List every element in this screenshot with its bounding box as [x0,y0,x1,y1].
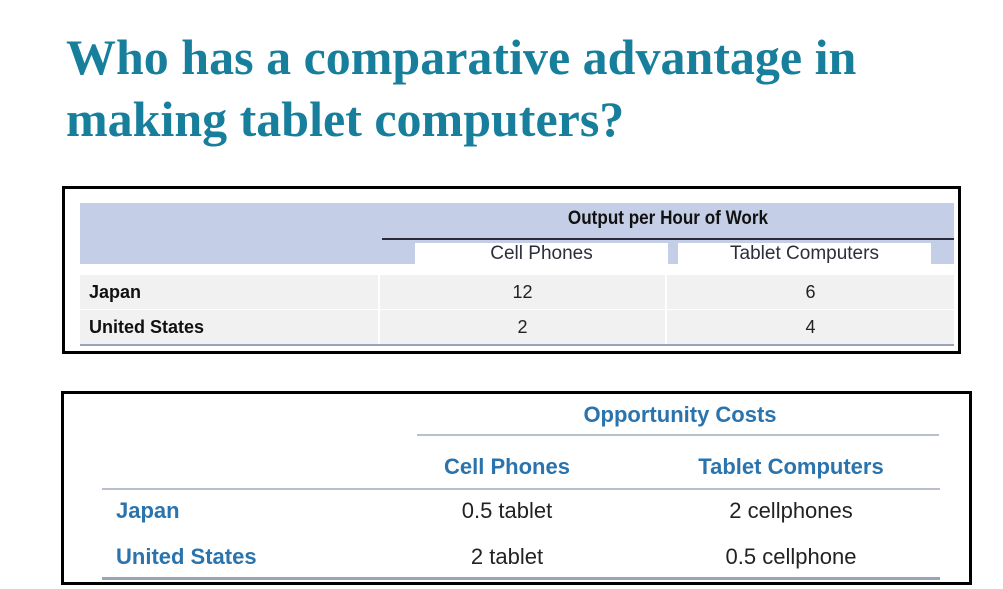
column-divider [665,310,667,344]
cell-us-tablets: 0.5 cellphone [725,544,857,569]
row-label-united-states: United States [89,317,205,337]
cell-japan-tablets: 6 [805,282,816,302]
output-header-divider [382,238,954,240]
cell-japan-cell-phones: 12 [512,282,533,302]
cell-japan-cell-phones: 0.5 tablet [461,498,553,523]
header-rule [417,434,939,436]
column-divider [665,275,667,309]
table-bottom-rule [102,577,940,580]
output-col-cell-phones: Cell Phones [415,243,668,265]
title-line-1: Who has a comparative advantage in [66,29,857,85]
cell-us-tablets: 4 [805,317,816,337]
opportunity-col-tablet-computers: Tablet Computers [698,454,884,479]
output-group-header: Output per Hour of Work [567,208,769,229]
row-label-japan: Japan [116,498,180,523]
output-col-tablet-computers: Tablet Computers [678,243,931,265]
column-divider [378,275,380,309]
cell-japan-tablets: 2 cellphones [729,498,853,523]
opportunity-costs-table: Opportunity Costs Cell Phones Tablet Com… [61,391,972,585]
table-row: United States 2 4 [80,310,954,344]
opportunity-group-header: Opportunity Costs [583,402,777,427]
output-table: Output per Hour of Work Cell Phones Tabl… [62,186,961,354]
row-label-united-states: United States [116,544,257,569]
table-row: Japan 12 6 [80,275,954,309]
cell-us-cell-phones: 2 [517,317,528,337]
column-header-rule [102,488,940,490]
cell-us-cell-phones: 2 tablet [470,544,544,569]
table-row: Japan 0.5 tablet 2 cellphones [102,491,940,531]
table-row: United States 2 tablet 0.5 cellphone [102,537,940,577]
output-table-header: Output per Hour of Work Cell Phones Tabl… [80,203,954,265]
title-line-2: making tablet computers? [66,91,625,147]
column-divider [378,310,380,344]
table-bottom-rule [80,344,954,346]
opportunity-col-cell-phones: Cell Phones [444,454,570,479]
row-label-japan: Japan [89,282,142,302]
slide-title: Who has a comparative advantage in makin… [66,26,966,150]
